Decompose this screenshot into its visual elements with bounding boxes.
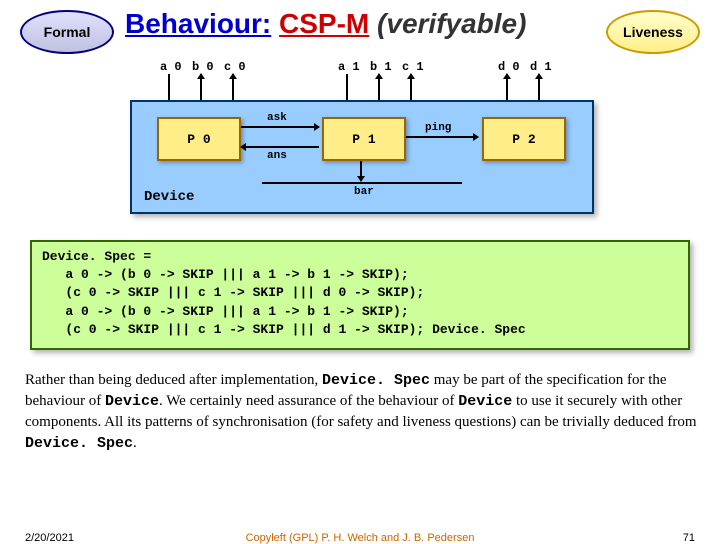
line-ans (241, 146, 319, 148)
body-spec2: Device. Spec (25, 435, 133, 452)
code-l2: (c 0 -> SKIP ||| c 1 -> SKIP ||| d 0 -> … (42, 285, 424, 300)
device-label: Device (144, 189, 194, 205)
label-bar: bar (354, 186, 374, 198)
arrow-bar-down (360, 161, 362, 181)
process-p0: P 0 (157, 117, 241, 161)
title-behaviour: Behaviour: (125, 8, 271, 39)
header: Formal Behaviour: CSP-M (verifyable) Liv… (0, 0, 720, 60)
body-t7: . (133, 435, 137, 451)
body-t1: Rather than being deduced after implemen… (25, 372, 322, 388)
body-liveness: liveness (402, 414, 450, 430)
code-box: Device. Spec = a 0 -> (b 0 -> SKIP ||| a… (30, 240, 690, 350)
body-dev2: Device (458, 393, 512, 410)
code-l0: Device. Spec = (42, 249, 151, 264)
code-l4: (c 0 -> SKIP ||| c 1 -> SKIP ||| d 1 -> … (42, 322, 526, 337)
process-p2: P 2 (482, 117, 566, 161)
liveness-badge: Liveness (606, 10, 700, 54)
label-b1: b 1 (370, 60, 392, 74)
title-verifyable: (verifyable) (377, 8, 526, 39)
label-a1: a 1 (338, 60, 360, 74)
label-d0: d 0 (498, 60, 520, 74)
body-paragraph: Rather than being deduced after implemen… (25, 370, 700, 454)
line-bar (262, 182, 462, 184)
line-ping (406, 136, 478, 138)
footer-copyleft: Copyleft (GPL) P. H. Welch and J. B. Ped… (0, 532, 720, 544)
formal-badge: Formal (20, 10, 114, 54)
label-ans: ans (267, 150, 287, 162)
body-spec1: Device. Spec (322, 372, 430, 389)
label-a0: a 0 (160, 60, 182, 74)
body-t6: questions) can be trivially deduced from (451, 414, 697, 430)
code-l3: a 0 -> (b 0 -> SKIP ||| a 1 -> b 1 -> SK… (42, 304, 409, 319)
code-l1: a 0 -> (b 0 -> SKIP ||| a 1 -> b 1 -> SK… (42, 267, 409, 282)
label-c0: c 0 (224, 60, 246, 74)
label-ask: ask (267, 112, 287, 124)
title-csp: CSP-M (279, 8, 369, 39)
label-b0: b 0 (192, 60, 214, 74)
process-p1: P 1 (322, 117, 406, 161)
footer-page: 71 (683, 532, 695, 544)
label-ping: ping (425, 122, 451, 134)
slide-title: Behaviour: CSP-M (verifyable) (125, 8, 526, 40)
label-d1: d 1 (530, 60, 552, 74)
line-ask (241, 126, 319, 128)
device-box: P 0 P 1 P 2 ask ans ping bar Device (130, 100, 594, 214)
body-dev1: Device (105, 393, 159, 410)
body-safety: safety (337, 414, 373, 430)
body-t5: and (373, 414, 402, 430)
body-t3: . We certainly need assurance of the beh… (159, 393, 458, 409)
csp-diagram: a 0 b 0 c 0 a 1 b 1 c 1 d 0 d 1 P 0 P 1 … (130, 60, 590, 220)
label-c1: c 1 (402, 60, 424, 74)
